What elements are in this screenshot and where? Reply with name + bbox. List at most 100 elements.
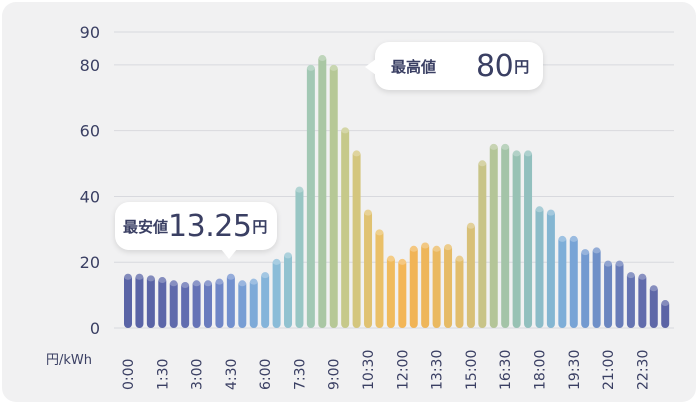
bar (329, 64, 338, 328)
bar (204, 280, 213, 328)
bar (364, 209, 373, 328)
bar-highlight (581, 249, 590, 256)
x-tick-label: 13:30 (430, 350, 446, 390)
max-price-value: 80 (476, 48, 514, 84)
bar-highlight (192, 280, 201, 287)
bar-highlight (409, 245, 418, 252)
bar-highlight (318, 55, 327, 62)
bar (249, 278, 258, 328)
bar-highlight (432, 245, 441, 252)
bar (306, 64, 315, 328)
bar-highlight (638, 273, 647, 280)
bar-highlight (512, 150, 521, 157)
bar (626, 272, 635, 328)
x-axis-ticks: 0:00 1:30 3:00 4:30 6:00 7:30 9:00 10:30 12:00 13… (121, 350, 651, 390)
x-tick-label: 10:30 (361, 350, 377, 390)
bar (432, 245, 441, 328)
bar-highlight (169, 280, 178, 287)
min-price-label: 最安値 (123, 217, 169, 236)
bar (421, 242, 430, 328)
bar (604, 260, 613, 328)
bar-highlight (501, 143, 510, 150)
bar (272, 258, 281, 328)
bar (466, 222, 475, 328)
bar (169, 280, 178, 328)
x-tick-label: 15:00 (464, 350, 480, 390)
bar-highlight (386, 255, 395, 262)
bar-highlight (215, 278, 224, 285)
bar (341, 127, 350, 328)
bar-highlight (284, 252, 293, 259)
bar (181, 281, 190, 328)
bar-highlight (535, 206, 544, 213)
bar-highlight (604, 260, 613, 267)
bar-highlight (352, 150, 361, 157)
bar (352, 150, 361, 328)
bar (135, 273, 144, 328)
bar (124, 273, 132, 328)
bar (581, 249, 590, 328)
bar (649, 285, 658, 328)
bar-highlight (546, 209, 555, 216)
bar-highlight (226, 273, 235, 280)
bar-highlight (364, 209, 373, 216)
x-tick-label: 9:00 (327, 359, 343, 390)
bar-highlight (649, 285, 658, 292)
bar-highlight (592, 247, 601, 254)
bar-highlight (661, 300, 670, 307)
y-axis-ticks: 0 20 40 60 80 90 (80, 23, 100, 338)
min-price-value: 13.25 (168, 208, 252, 244)
bar (215, 278, 224, 328)
y-tick-label: 60 (80, 122, 100, 141)
bar-highlight (306, 64, 315, 71)
bar (524, 150, 533, 328)
max-price-unit: 円 (514, 57, 530, 76)
max-price-label: 最高値 (391, 57, 437, 76)
y-tick-label: 40 (80, 187, 100, 206)
min-price-unit: 円 (252, 217, 268, 236)
y-tick-label: 90 (80, 23, 100, 42)
x-tick-label: 7:30 (292, 359, 308, 390)
min-price-callout: 最安値 13.25 円 (115, 202, 278, 259)
bar (409, 245, 418, 328)
max-price-callout: 最高値 80 円 (365, 42, 544, 90)
bar-highlight (569, 235, 578, 242)
bar-highlight (558, 235, 567, 242)
x-tick-label: 16:30 (498, 350, 514, 390)
bar (295, 186, 304, 328)
bar (192, 280, 201, 328)
bar-highlight (272, 258, 281, 265)
bar (444, 244, 453, 328)
x-tick-label: 22:30 (635, 350, 651, 390)
bar-highlight (524, 150, 533, 157)
bar-highlight (261, 272, 270, 279)
x-tick-label: 21:00 (601, 350, 617, 390)
bar (375, 229, 384, 328)
bar (478, 160, 487, 328)
bar (558, 235, 567, 328)
bars (124, 55, 670, 329)
bar-highlight (455, 255, 464, 262)
bar-highlight (124, 273, 132, 280)
bar (398, 258, 407, 328)
bar (386, 255, 395, 328)
x-tick-label: 0:00 (121, 359, 137, 390)
x-tick-label: 1:30 (155, 359, 171, 390)
bar-highlight (375, 229, 384, 236)
bar (501, 143, 510, 328)
bar (546, 209, 555, 328)
x-tick-label: 6:00 (258, 359, 274, 390)
x-tick-label: 19:30 (567, 350, 583, 390)
bar-highlight (135, 273, 144, 280)
bar-highlight (238, 280, 247, 287)
bar-highlight (295, 186, 304, 193)
bar (238, 280, 247, 328)
bar-highlight (466, 222, 475, 229)
y-tick-label: 0 (90, 319, 100, 338)
bar-highlight (158, 277, 167, 284)
x-tick-label: 18:00 (532, 350, 548, 390)
bar-highlight (489, 143, 498, 150)
x-tick-label: 3:00 (190, 359, 206, 390)
bar-highlight (421, 242, 430, 249)
bar (226, 273, 235, 328)
